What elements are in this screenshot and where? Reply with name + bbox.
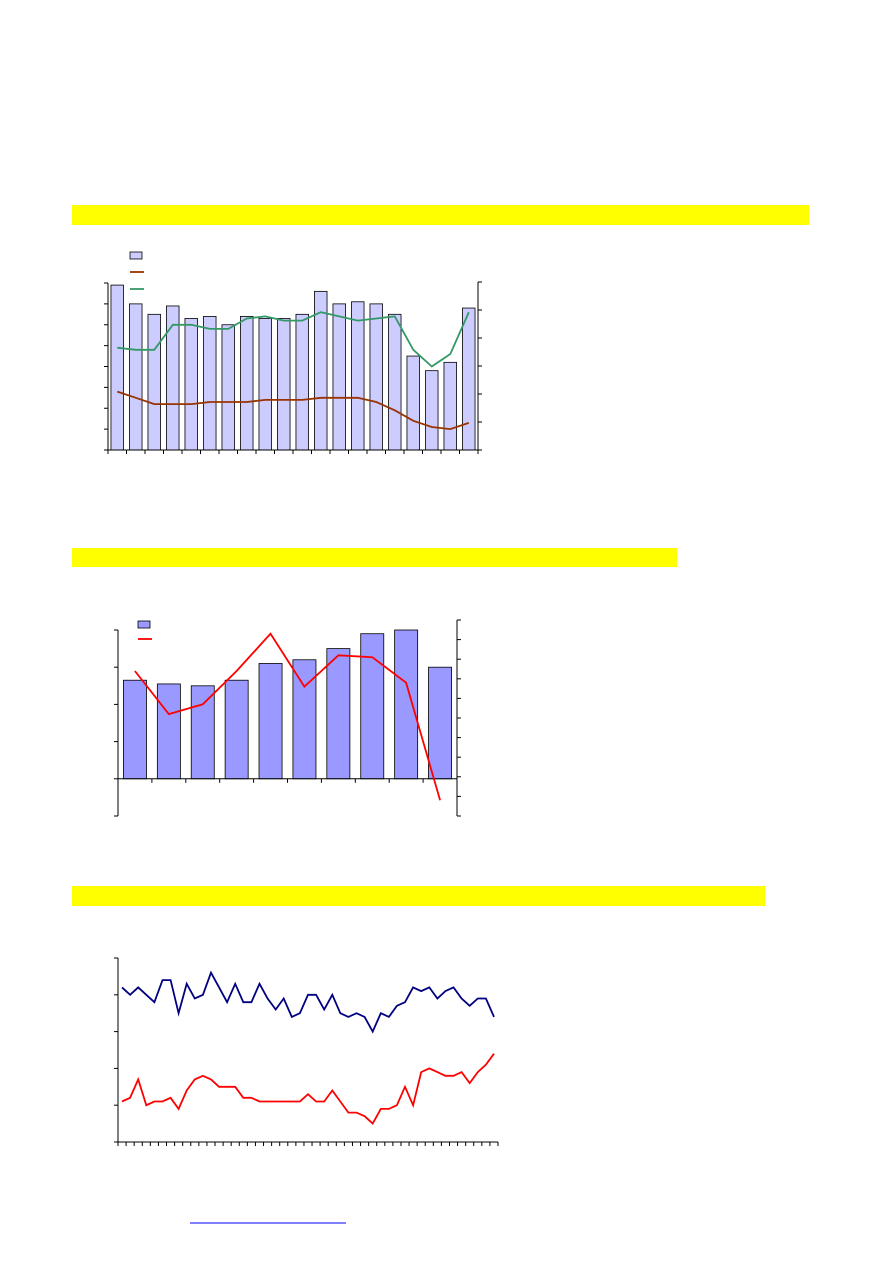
section-banner: [72, 886, 765, 906]
bar: [258, 663, 283, 780]
bar: [129, 303, 143, 451]
bar: [332, 303, 346, 451]
line-series: [121, 970, 495, 1034]
bar: [394, 629, 419, 780]
line-series: [121, 1053, 495, 1126]
bar: [184, 318, 198, 451]
bar: [326, 648, 351, 780]
bar: [110, 284, 124, 451]
bar: [406, 355, 420, 451]
bar: [147, 313, 161, 451]
bar: [224, 679, 249, 780]
legend-swatch: [137, 620, 151, 629]
section-banner: [72, 548, 677, 567]
section-banner: [72, 205, 809, 225]
bar: [351, 301, 365, 451]
bar: [190, 685, 215, 780]
bar: [292, 659, 317, 780]
bar: [221, 324, 235, 451]
bar: [166, 305, 180, 451]
bar: [443, 361, 457, 451]
bar: [462, 307, 476, 451]
bar: [203, 315, 217, 451]
bar: [277, 318, 291, 451]
bar: [428, 666, 452, 780]
bar: [295, 313, 309, 451]
bar: [425, 370, 439, 451]
line-series: [117, 390, 470, 431]
bar: [123, 679, 147, 780]
bar: [258, 318, 272, 451]
bar: [156, 683, 181, 780]
bar: [360, 633, 385, 780]
line-series: [134, 632, 441, 801]
legend-swatch: [129, 251, 143, 260]
bar: [240, 315, 254, 451]
line-series: [117, 311, 470, 368]
bar: [369, 303, 383, 451]
bar: [388, 313, 402, 451]
